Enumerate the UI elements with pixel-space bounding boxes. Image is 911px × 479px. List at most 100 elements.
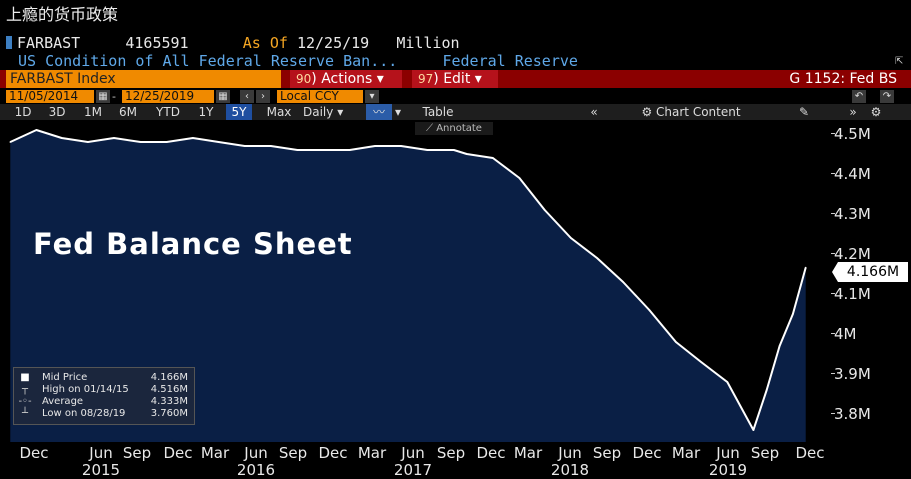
period-1y[interactable]: 1Y: [198, 105, 214, 119]
chevron-down-icon[interactable]: ▾: [394, 105, 402, 119]
security-header: FARBAST 4165591 As Of 12/25/19 Million: [6, 34, 460, 52]
low-marker-icon: ┴: [21, 408, 29, 419]
actions-menu[interactable]: 90) Actions ▾: [290, 70, 402, 88]
x-year-label: 2015: [81, 461, 121, 479]
start-date-field[interactable]: 11/05/2014: [6, 90, 94, 103]
data-point: [139, 141, 142, 143]
data-point: [648, 309, 651, 311]
line-chart-icon[interactable]: 〰: [366, 104, 392, 120]
settings-gear-icon[interactable]: ⚙: [870, 105, 882, 119]
collapse-left-icon[interactable]: «: [590, 105, 598, 119]
period-5y[interactable]: 5Y: [226, 104, 252, 120]
frequency-select[interactable]: Daily ▾: [303, 104, 357, 120]
index-field[interactable]: FARBAST Index: [6, 70, 281, 88]
data-point: [9, 141, 12, 143]
x-tick-label: Mar: [513, 444, 543, 462]
data-point: [622, 281, 624, 283]
average-marker-icon: -◦-: [18, 396, 32, 407]
legend-value: 4.333M: [150, 396, 188, 407]
data-point: [348, 149, 351, 151]
x-tick-label: Mar: [200, 444, 230, 462]
x-year-label: 2018: [550, 461, 590, 479]
ticker-code: FARBAST: [17, 34, 81, 52]
calendar-icon[interactable]: ▦: [216, 90, 230, 103]
security-source: Federal Reserve: [442, 52, 578, 70]
data-point: [192, 137, 194, 139]
data-point: [296, 149, 299, 151]
legend-value: 4.166M: [150, 372, 188, 383]
series-area-fill: [10, 130, 806, 442]
legend-label: High on 01/14/15: [42, 384, 129, 395]
legend-row-high: ┬ High on 01/14/15 4.516M: [14, 384, 194, 396]
redo-icon[interactable]: ↷: [880, 90, 894, 103]
undo-icon[interactable]: ↶: [852, 90, 866, 103]
chevron-down-icon: ▾: [372, 71, 384, 87]
y-axis: 3.8M 3.9M 4M 4.1M 4.2M 4.3M 4.4M 4.5M: [831, 122, 911, 442]
actions-number: 90: [296, 72, 312, 86]
data-point: [778, 345, 781, 347]
data-point: [87, 141, 89, 143]
x-tick-label: Sep: [750, 444, 780, 462]
y-tick-label: 3.9M: [831, 365, 871, 383]
x-tick-label: Sep: [278, 444, 308, 462]
x-tick-label: Mar: [671, 444, 701, 462]
x-tick-label: Dec: [632, 444, 662, 462]
period-max[interactable]: Max: [266, 105, 292, 119]
data-point: [675, 341, 677, 343]
calendar-icon[interactable]: ▦: [96, 90, 110, 103]
data-point: [792, 313, 794, 315]
period-6m[interactable]: 6M: [119, 105, 137, 119]
x-tick-label: Dec: [795, 444, 825, 462]
edit-number: 97: [418, 72, 434, 86]
data-point: [35, 129, 38, 131]
data-point: [765, 389, 768, 391]
x-tick-label: Dec: [163, 444, 193, 462]
data-point: [804, 266, 807, 269]
series-line: [9, 129, 807, 431]
x-tick-label: Dec: [476, 444, 506, 462]
data-point: [322, 149, 325, 151]
data-point: [60, 137, 63, 139]
frequency-label: Daily: [303, 105, 334, 119]
export-icon[interactable]: ⇱: [895, 56, 904, 67]
x-tick-label: Sep: [122, 444, 152, 462]
period-3d[interactable]: 3D: [48, 105, 66, 119]
edit-menu[interactable]: 97) Edit ▾: [412, 70, 498, 88]
security-description: US Condition of All Federal Reserve Ban.…: [18, 52, 398, 70]
x-tick-label: Dec: [19, 444, 49, 462]
legend-value: 4.516M: [150, 384, 188, 395]
chart-content-button[interactable]: ⚙ Chart Content: [636, 104, 746, 120]
edit-pencil-icon[interactable]: ✎: [798, 105, 810, 119]
high-marker-icon: ┬: [21, 384, 29, 395]
legend-label: Mid Price: [42, 372, 88, 383]
legend-label: Average: [42, 396, 84, 407]
page-title: 上瘾的货币政策: [6, 5, 119, 24]
currency-select[interactable]: Local CCY: [277, 90, 363, 103]
chart-legend: ■ Mid Price 4.166M ┬ High on 01/14/15 4.516M…: [13, 367, 195, 425]
data-point: [518, 177, 521, 179]
next-arrow-icon[interactable]: ›: [256, 90, 270, 103]
data-point: [492, 157, 494, 159]
prev-arrow-icon[interactable]: ‹: [240, 90, 254, 103]
series-color-mark: [6, 36, 12, 49]
chevron-down-icon[interactable]: ▾: [365, 90, 379, 103]
data-point: [465, 153, 468, 155]
expand-right-icon[interactable]: »: [849, 105, 857, 119]
x-tick-label: Sep: [436, 444, 466, 462]
chart-content-label: Chart Content: [656, 105, 741, 119]
annotate-button[interactable]: ⟋ Annotate: [415, 122, 493, 135]
period-1m[interactable]: 1M: [84, 105, 102, 119]
period-1d[interactable]: 1D: [14, 105, 32, 119]
last-value: 4165591: [125, 34, 189, 52]
x-axis: Dec Jun Sep Dec Mar Jun Sep Dec Mar Jun Sep Dec Mar J…: [0, 443, 832, 479]
gear-icon: ⚙: [641, 105, 657, 119]
last-value-label: 4.166M: [838, 262, 908, 282]
data-point: [726, 381, 729, 383]
x-year-label: 2016: [236, 461, 276, 479]
table-button[interactable]: Table: [422, 105, 454, 119]
end-date-field[interactable]: 12/25/2019: [122, 90, 214, 103]
data-point: [596, 257, 598, 259]
period-ytd[interactable]: YTD: [156, 105, 180, 119]
edit-label: Edit: [443, 71, 471, 87]
x-tick-label: Dec: [318, 444, 348, 462]
